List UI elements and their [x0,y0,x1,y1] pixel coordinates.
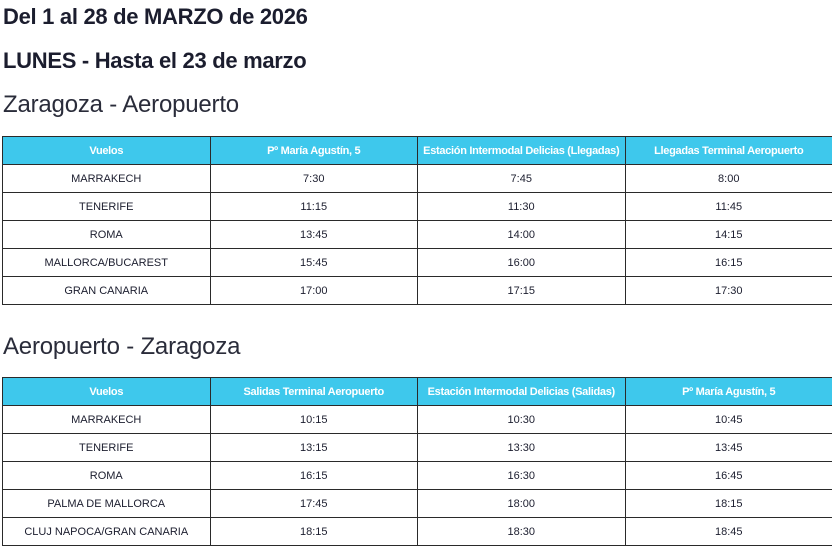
time-cell: 17:45 [210,490,418,518]
time-cell: 13:45 [625,434,832,462]
column-header: Vuelos [3,137,211,165]
time-cell: 14:00 [418,221,626,249]
time-cell: 16:30 [418,462,626,490]
time-cell: 13:45 [210,221,418,249]
time-cell: 7:45 [418,165,626,193]
flight-cell: ROMA [3,462,211,490]
time-cell: 16:15 [625,249,832,277]
time-cell: 18:00 [418,490,626,518]
column-header: Pº María Agustín, 5 [210,137,418,165]
page-subtitle: LUNES - Hasta el 23 de marzo [3,48,306,74]
flight-cell: TENERIFE [3,193,211,221]
time-cell: 18:30 [418,518,626,546]
time-cell: 11:45 [625,193,832,221]
column-header: Llegadas Terminal Aeropuerto [625,137,832,165]
column-header: Estación Intermodal Delicias (Salidas) [418,378,626,406]
column-header: Salidas Terminal Aeropuerto [210,378,418,406]
time-cell: 10:15 [210,406,418,434]
column-header: Vuelos [3,378,211,406]
flight-cell: MARRAKECH [3,165,211,193]
time-cell: 18:45 [625,518,832,546]
flight-cell: ROMA [3,221,211,249]
time-cell: 14:15 [625,221,832,249]
time-cell: 17:15 [418,277,626,305]
flight-cell: PALMA DE MALLORCA [3,490,211,518]
time-cell: 18:15 [210,518,418,546]
flight-cell: MARRAKECH [3,406,211,434]
time-cell: 15:45 [210,249,418,277]
column-header: Estación Intermodal Delicias (Llegadas) [418,137,626,165]
time-cell: 18:15 [625,490,832,518]
flight-cell: MALLORCA/BUCAREST [3,249,211,277]
time-cell: 13:15 [210,434,418,462]
section-heading: Zaragoza - Aeropuerto [3,91,239,119]
time-cell: 17:30 [625,277,832,305]
section-heading: Aeropuerto - Zaragoza [3,333,240,361]
time-cell: 16:45 [625,462,832,490]
time-cell: 11:30 [418,193,626,221]
time-cell: 7:30 [210,165,418,193]
time-cell: 10:45 [625,406,832,434]
page-title: Del 1 al 28 de MARZO de 2026 [3,4,308,30]
flight-cell: GRAN CANARIA [3,277,211,305]
time-cell: 13:30 [418,434,626,462]
time-cell: 8:00 [625,165,832,193]
time-cell: 17:00 [210,277,418,305]
column-header: Pº María Agustín, 5 [625,378,832,406]
time-cell: 11:15 [210,193,418,221]
time-cell: 16:00 [418,249,626,277]
flight-cell: TENERIFE [3,434,211,462]
time-cell: 16:15 [210,462,418,490]
flight-cell: CLUJ NAPOCA/GRAN CANARIA [3,518,211,546]
time-cell: 10:30 [418,406,626,434]
